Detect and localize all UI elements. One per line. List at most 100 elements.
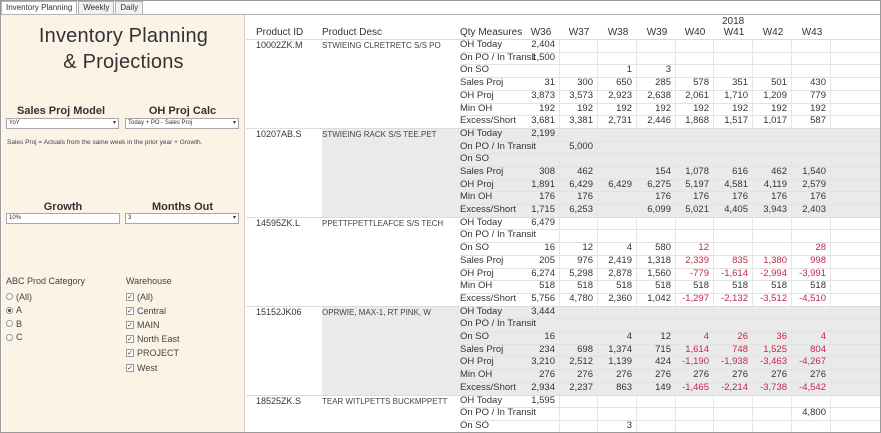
warehouse-option[interactable]: ✓ PROJECT bbox=[126, 347, 179, 360]
value-cell: 192 bbox=[693, 102, 709, 114]
product-desc-header: Product Desc bbox=[322, 27, 383, 38]
months-out-value: 3 bbox=[128, 215, 132, 221]
value-cell: 2,579 bbox=[802, 178, 826, 190]
value-cell: 4,800 bbox=[802, 407, 826, 419]
measure-name: OH Proj bbox=[460, 89, 494, 101]
table-row: On SO 16 4 12 4 26 36 4 bbox=[246, 331, 880, 344]
value-cell: 1,374 bbox=[608, 343, 632, 355]
sales-proj-model-select[interactable]: YoY ▾ bbox=[6, 118, 119, 129]
table-row: Sales Proj 31 300 650 285 578 351 501 430 bbox=[246, 77, 880, 90]
abc-option-label: A bbox=[16, 305, 23, 315]
row-divider bbox=[460, 165, 880, 167]
row-divider bbox=[460, 178, 880, 180]
value-cell: 650 bbox=[616, 77, 632, 89]
row-divider bbox=[460, 331, 880, 333]
value-cell: 149 bbox=[655, 381, 671, 393]
value-cell: 3,681 bbox=[531, 115, 555, 127]
column-divider bbox=[559, 39, 560, 128]
table-row: OH Today 2,199 bbox=[246, 128, 880, 141]
value-cell: 835 bbox=[732, 254, 748, 266]
value-cell: 276 bbox=[577, 369, 593, 381]
table-row: OH Today 3,444 bbox=[246, 306, 880, 319]
column-divider bbox=[791, 216, 792, 306]
row-divider bbox=[460, 242, 880, 244]
table-row: Sales Proj 205 976 2,419 1,318 2,339 835 1,380 9… bbox=[246, 254, 880, 268]
value-cell: 176 bbox=[539, 191, 555, 203]
product-id-header: Product ID bbox=[256, 27, 304, 38]
row-divider bbox=[460, 64, 880, 66]
value-cell: 2,446 bbox=[647, 115, 671, 127]
row-divider bbox=[460, 77, 880, 79]
value-cell: 518 bbox=[771, 280, 787, 292]
radio-icon[interactable] bbox=[6, 333, 13, 341]
warehouse-option-label: Central bbox=[137, 305, 167, 316]
value-cell: 580 bbox=[655, 242, 671, 254]
value-cell: 276 bbox=[810, 369, 826, 381]
value-cell: 5,298 bbox=[569, 267, 593, 279]
group-background bbox=[322, 305, 880, 395]
value-cell: 1,517 bbox=[724, 115, 748, 127]
warehouse-option[interactable]: ✓ MAIN bbox=[126, 318, 160, 331]
value-cell: 2,923 bbox=[608, 89, 632, 101]
value-cell: 518 bbox=[732, 280, 748, 292]
row-divider bbox=[460, 369, 880, 371]
growth-label: Growth bbox=[43, 201, 83, 213]
abc-option[interactable]: A bbox=[6, 304, 22, 317]
abc-option[interactable]: C bbox=[6, 331, 23, 344]
warehouse-option[interactable]: ✓ West bbox=[126, 361, 157, 374]
checkbox-icon[interactable]: ✓ bbox=[126, 320, 134, 329]
measure-name: On PO / In Transit bbox=[460, 229, 537, 241]
qty-measures-header: Qty Measures bbox=[460, 27, 523, 38]
warehouse-option[interactable]: ✓ Central bbox=[126, 304, 166, 317]
value-cell: 6,099 bbox=[647, 204, 671, 216]
measure-name: On PO / In Transit bbox=[460, 140, 537, 152]
column-divider bbox=[830, 394, 831, 432]
value-cell: 192 bbox=[771, 102, 787, 114]
value-cell: 1,500 bbox=[531, 51, 555, 63]
value-cell: -4,510 bbox=[799, 292, 826, 304]
table-row: On PO / In Transit bbox=[246, 318, 880, 331]
value-cell: 192 bbox=[655, 102, 671, 114]
abc-option[interactable]: (All) bbox=[6, 290, 32, 303]
inventory-table: 2018 Product ID Product Desc Qty Measure… bbox=[246, 15, 880, 432]
warehouse-option[interactable]: ✓ (All) bbox=[126, 290, 153, 303]
value-cell: 176 bbox=[732, 191, 748, 203]
checkbox-icon[interactable]: ✓ bbox=[126, 349, 134, 358]
measure-name: On SO bbox=[460, 419, 490, 431]
column-divider bbox=[559, 305, 560, 395]
value-cell: -3,512 bbox=[760, 292, 787, 304]
months-out-select[interactable]: 3 ▾ bbox=[125, 213, 239, 224]
value-cell: 31 bbox=[544, 77, 555, 89]
page-title: Inventory Planning & Projections bbox=[2, 23, 245, 75]
growth-input[interactable]: 10% bbox=[6, 213, 120, 224]
radio-icon[interactable] bbox=[6, 306, 13, 314]
checkbox-icon[interactable]: ✓ bbox=[126, 335, 134, 344]
oh-proj-calc-select[interactable]: Today + PO - Sales Proj ▾ bbox=[125, 118, 239, 129]
column-divider bbox=[636, 216, 637, 306]
checkbox-icon[interactable]: ✓ bbox=[126, 306, 134, 315]
value-cell: 1,209 bbox=[763, 89, 787, 101]
table-row: OH Proj 1,891 6,429 6,429 6,275 5,197 4,581 4,1… bbox=[246, 178, 880, 192]
tab-daily[interactable]: Daily bbox=[115, 1, 144, 14]
title-line-2: & Projections bbox=[63, 51, 184, 73]
measure-name: OH Proj bbox=[460, 267, 494, 279]
column-divider bbox=[752, 394, 753, 432]
value-cell: 4 bbox=[626, 331, 632, 343]
checkbox-icon[interactable]: ✓ bbox=[126, 363, 134, 372]
warehouse-option[interactable]: ✓ North East bbox=[126, 333, 180, 346]
value-cell: 3,444 bbox=[531, 305, 555, 317]
value-cell: 154 bbox=[655, 165, 671, 177]
radio-icon[interactable] bbox=[6, 293, 13, 300]
abc-option[interactable]: B bbox=[6, 317, 22, 330]
measure-name: On PO / In Transit bbox=[460, 407, 537, 419]
value-cell: -3,738 bbox=[760, 381, 787, 393]
checkbox-icon[interactable]: ✓ bbox=[126, 292, 134, 301]
value-cell: 1,318 bbox=[647, 254, 671, 266]
value-cell: 2,419 bbox=[608, 254, 632, 266]
column-divider bbox=[559, 394, 560, 432]
tab-weekly[interactable]: Weekly bbox=[78, 1, 115, 14]
tab-inventory-planning[interactable]: Inventory Planning bbox=[1, 1, 78, 14]
value-cell: 715 bbox=[655, 343, 671, 355]
table-row: Excess/Short 2,934 2,237 863 149 -1,465 -2,214… bbox=[246, 381, 880, 395]
radio-icon[interactable] bbox=[6, 320, 13, 327]
